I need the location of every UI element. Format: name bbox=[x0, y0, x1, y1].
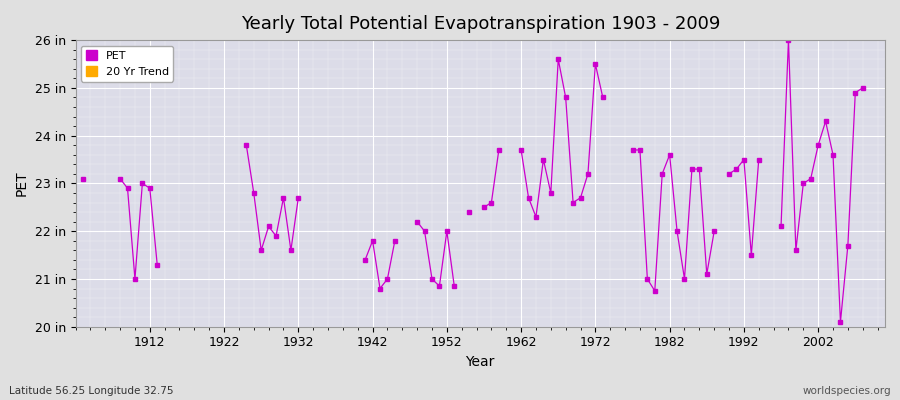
Title: Yearly Total Potential Evapotranspiration 1903 - 2009: Yearly Total Potential Evapotranspiratio… bbox=[240, 15, 720, 33]
Text: Latitude 56.25 Longitude 32.75: Latitude 56.25 Longitude 32.75 bbox=[9, 386, 174, 396]
Text: worldspecies.org: worldspecies.org bbox=[803, 386, 891, 396]
Y-axis label: PET: PET bbox=[15, 171, 29, 196]
Legend: PET, 20 Yr Trend: PET, 20 Yr Trend bbox=[81, 46, 173, 82]
X-axis label: Year: Year bbox=[465, 355, 495, 369]
